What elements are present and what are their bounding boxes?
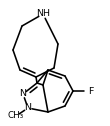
Text: N: N: [25, 103, 31, 113]
Text: F: F: [88, 87, 93, 96]
Text: NH: NH: [36, 9, 50, 19]
Text: N: N: [19, 89, 27, 99]
Text: CH₃: CH₃: [8, 112, 24, 120]
